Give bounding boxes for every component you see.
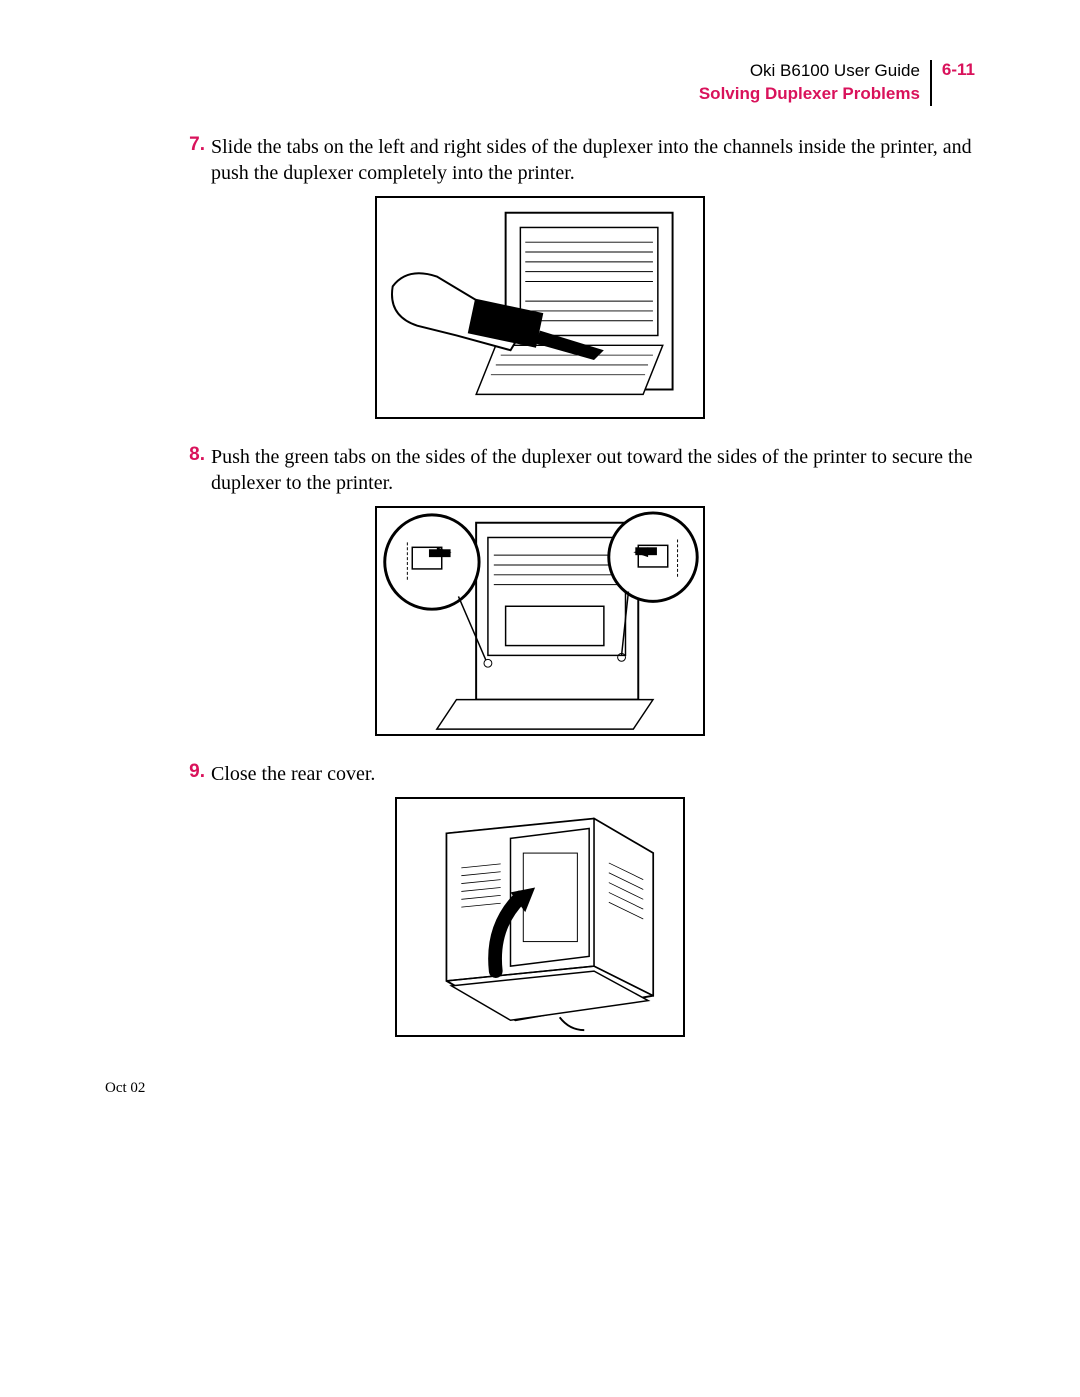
figure-lock-tabs [375, 506, 705, 736]
printer-cover-illustration-icon [397, 799, 683, 1035]
printer-illustration-icon [377, 198, 703, 417]
page-header: Oki B6100 User Guide Solving Duplexer Pr… [105, 60, 975, 106]
figure-insert-duplexer [375, 196, 705, 419]
header-subtitle: Solving Duplexer Problems [699, 83, 920, 106]
step-text: Push the green tabs on the sides of the … [211, 444, 975, 496]
footer-date: Oct 02 [105, 1080, 145, 1097]
header-title: Oki B6100 User Guide [699, 60, 920, 83]
figure-1-container [105, 196, 975, 424]
step-number: 8. [185, 444, 211, 496]
step-8: 8. Push the green tabs on the sides of t… [105, 444, 975, 496]
header-right-column: 6-11 [932, 60, 975, 80]
step-7: 7. Slide the tabs on the left and right … [105, 134, 975, 186]
step-text: Close the rear cover. [211, 761, 975, 787]
printer-tabs-illustration-icon [377, 508, 703, 734]
step-number: 9. [185, 761, 211, 787]
figure-2-container [105, 506, 975, 741]
figure-close-cover [395, 797, 685, 1037]
header-page-number: 6-11 [942, 60, 975, 80]
figure-3-container [105, 797, 975, 1042]
step-number: 7. [185, 134, 211, 186]
step-text: Slide the tabs on the left and right sid… [211, 134, 975, 186]
header-left-column: Oki B6100 User Guide Solving Duplexer Pr… [699, 60, 932, 106]
step-9: 9. Close the rear cover. [105, 761, 975, 787]
